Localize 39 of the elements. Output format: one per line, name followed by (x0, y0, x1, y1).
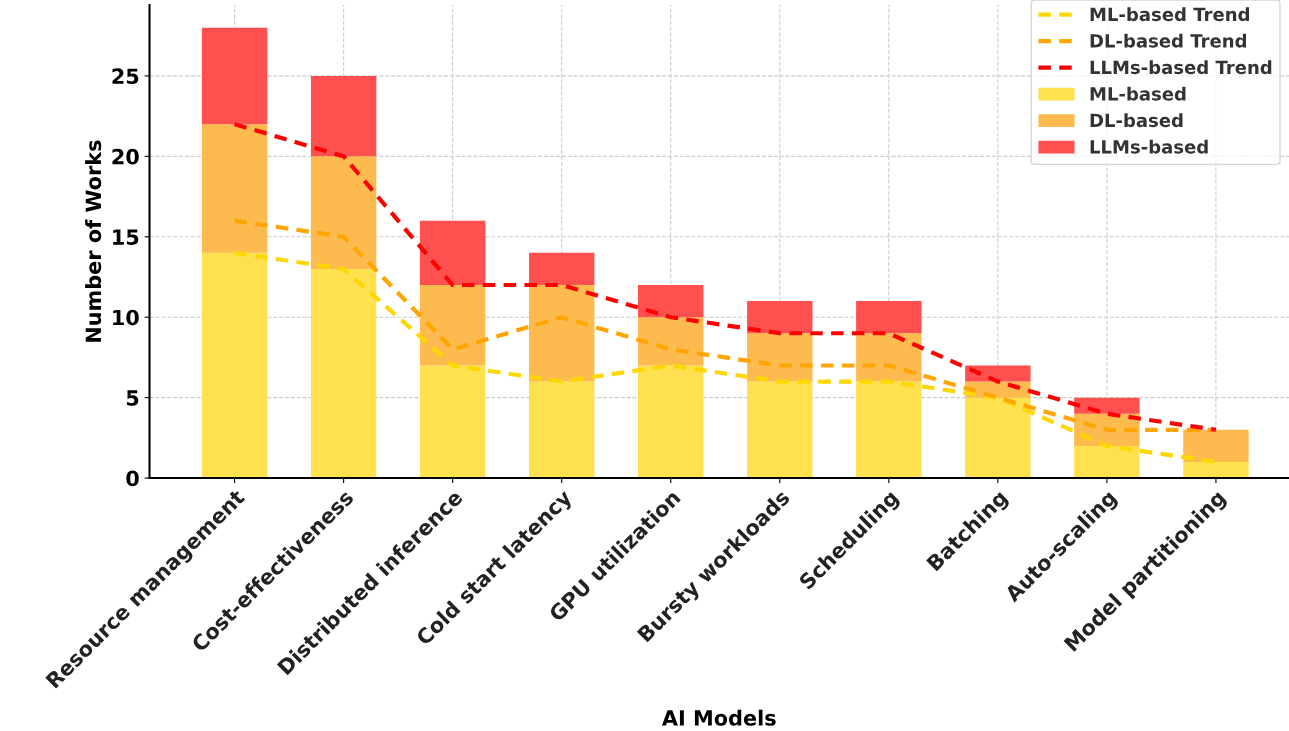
bar (965, 397, 1031, 479)
bar (856, 381, 922, 479)
bar (528, 381, 595, 479)
legend-label: ML-based Trend (1090, 7, 1249, 22)
legend-label: LLMs-based (1090, 139, 1208, 154)
bar (201, 252, 268, 479)
bar (201, 27, 268, 125)
y-tick-label: 20 (112, 148, 139, 165)
bar (1074, 445, 1140, 479)
bar (638, 365, 704, 479)
bar (419, 365, 486, 479)
y-tick-label: 15 (113, 229, 139, 245)
bar (419, 285, 486, 366)
y-tick-label: 0 (126, 470, 139, 487)
bar (1183, 429, 1249, 462)
legend-label: LLMs-based Trend (1090, 60, 1272, 75)
bar (856, 301, 922, 334)
bar (528, 285, 595, 382)
legend-label: DL-based Trend (1090, 33, 1247, 48)
bar (419, 220, 486, 286)
y-tick-label: 5 (126, 390, 139, 406)
bar (310, 156, 377, 269)
bar (638, 317, 704, 366)
y-tick-label: 10 (113, 309, 139, 326)
y-axis-title: Number of Works (85, 140, 102, 342)
y-tick-label: 25 (112, 68, 139, 85)
bar (1074, 397, 1140, 414)
bar (1183, 461, 1249, 479)
legend-label: DL-based (1090, 113, 1183, 128)
bar (747, 301, 813, 334)
bar (310, 268, 377, 479)
bar (638, 285, 704, 318)
bar (310, 75, 377, 157)
legend-label: ML-based (1090, 86, 1186, 101)
x-axis-title: AI Models (661, 709, 776, 726)
bar (965, 365, 1031, 382)
bar (747, 381, 813, 479)
bar (528, 252, 595, 286)
bar (201, 124, 268, 253)
